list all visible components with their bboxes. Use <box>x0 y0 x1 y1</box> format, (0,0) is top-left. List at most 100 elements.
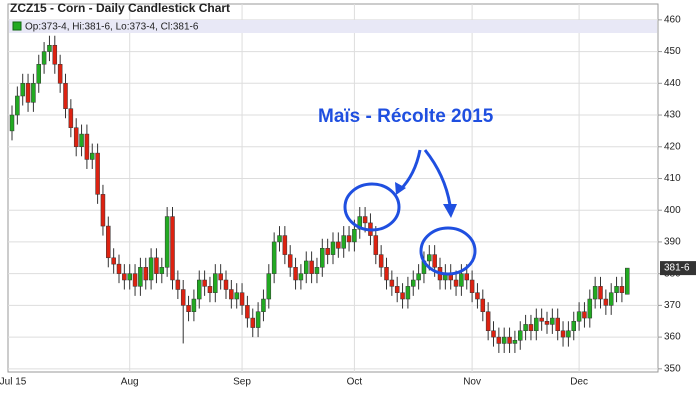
candle-body <box>325 248 330 255</box>
plot-area <box>7 3 659 373</box>
candle-body <box>47 44 52 52</box>
candle-body <box>25 83 31 103</box>
candle-body <box>576 311 582 322</box>
candle-body <box>287 254 293 268</box>
candle-body <box>293 267 298 281</box>
candle-body <box>191 298 197 312</box>
candle-body <box>202 279 207 287</box>
candle-body <box>132 273 138 287</box>
candle-body <box>518 330 523 341</box>
y-tick-label: 460 <box>664 15 681 26</box>
candle-body <box>330 241 336 255</box>
candle-body <box>52 44 58 65</box>
y-tick-label: 390 <box>664 237 681 248</box>
candle-body <box>491 330 496 338</box>
candle-body <box>346 235 352 243</box>
x-tick-label: Sep <box>233 377 251 388</box>
candle-body <box>106 225 111 259</box>
candle-body <box>213 273 218 293</box>
y-tick-label: 410 <box>664 173 681 184</box>
candle-body <box>400 292 405 300</box>
candle-body <box>143 267 148 281</box>
candle-body <box>250 317 255 328</box>
legend-text: Op:373-4, Hi:381-6, Lo:373-4, Cl:381-6 <box>25 22 199 33</box>
last-price-label: 381-6 <box>664 263 690 274</box>
candle-body <box>223 279 229 290</box>
candle-body <box>138 267 143 287</box>
candle-body <box>127 273 132 281</box>
candle-body <box>320 248 325 268</box>
candle-body <box>501 336 507 344</box>
candle-body <box>373 235 379 255</box>
candle-body <box>261 298 266 312</box>
candle-body <box>282 235 288 255</box>
candle-body <box>79 133 84 148</box>
y-tick-label: 400 <box>664 205 681 216</box>
candle-body <box>512 340 518 344</box>
candle-body <box>239 292 245 306</box>
candle-body <box>63 83 68 109</box>
candle-body <box>95 152 100 195</box>
chart-title: ZCZ15 - Corn - Daily Candlestick Chart <box>10 1 230 15</box>
candle-body <box>362 216 368 224</box>
candle-body <box>619 286 625 293</box>
candle-body <box>175 279 181 290</box>
candle-body <box>57 64 63 84</box>
candle-body <box>352 228 357 243</box>
candle-body <box>148 257 154 281</box>
candle-body <box>480 298 486 312</box>
candle-body <box>528 324 534 332</box>
candle-body <box>229 289 234 300</box>
candle-body <box>566 330 571 338</box>
candle-body <box>544 320 550 325</box>
candle-body <box>84 133 90 160</box>
candle-body <box>186 305 191 312</box>
candle-body <box>111 257 116 265</box>
candle-body <box>539 317 544 322</box>
candle-body <box>304 260 309 274</box>
candle-body <box>416 273 421 281</box>
candle-body <box>432 254 437 268</box>
candle-body <box>218 273 223 281</box>
x-tick-label: Aug <box>121 377 139 388</box>
candle-body <box>41 51 47 65</box>
candle-body <box>73 127 79 148</box>
candle-body <box>9 114 15 132</box>
candle-body <box>485 311 491 332</box>
candle-body <box>453 279 459 287</box>
candle-body <box>378 254 384 268</box>
candle-body <box>464 273 469 281</box>
candle-body <box>164 216 170 268</box>
candle-body <box>411 279 416 287</box>
highlight-circle <box>343 182 401 232</box>
candle-body <box>20 83 25 97</box>
candle-body <box>122 273 127 281</box>
arrowhead <box>443 204 457 218</box>
y-tick-label: 350 <box>664 363 681 374</box>
candle-body <box>197 279 202 300</box>
last-price-box <box>660 261 696 276</box>
candle-body <box>459 273 464 287</box>
highlight-circle <box>419 226 477 276</box>
candle-body <box>603 298 609 306</box>
legend-swatch <box>12 21 22 31</box>
candle-body <box>523 324 528 332</box>
y-tick-label: 430 <box>664 110 681 121</box>
candle-body <box>31 83 36 103</box>
annotation: Maïs - Récolte 2015 <box>318 106 494 127</box>
candle-body <box>90 152 95 160</box>
candle-body <box>384 267 389 281</box>
candle-body <box>587 298 593 319</box>
candle-body <box>560 330 566 338</box>
candle-body <box>598 286 603 300</box>
candle-body <box>154 257 159 274</box>
candle-body <box>336 241 341 249</box>
candle-body <box>170 216 175 281</box>
y-tick-label: 360 <box>664 332 681 343</box>
candle-body <box>207 286 213 293</box>
candle-body <box>496 336 502 344</box>
candle-body <box>614 286 619 293</box>
y-tick-label: 440 <box>664 78 681 89</box>
candle-body <box>550 317 555 325</box>
